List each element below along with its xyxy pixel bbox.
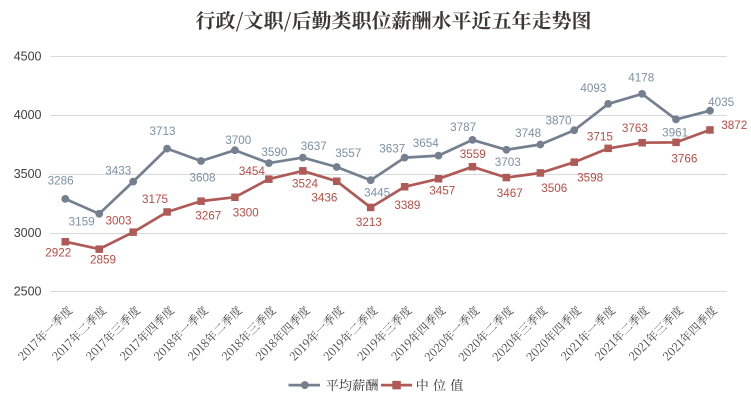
svg-text:3870: 3870: [545, 115, 572, 128]
svg-text:3713: 3713: [149, 125, 175, 138]
svg-text:3213: 3213: [356, 216, 382, 229]
svg-text:2922: 2922: [45, 247, 71, 260]
svg-text:3433: 3433: [105, 165, 131, 178]
svg-text:3766: 3766: [671, 152, 697, 165]
svg-text:3748: 3748: [515, 127, 541, 140]
svg-text:3300: 3300: [233, 206, 260, 219]
svg-text:4500: 4500: [14, 49, 42, 63]
svg-text:3637: 3637: [379, 142, 405, 155]
svg-text:3445: 3445: [364, 186, 391, 199]
svg-text:3175: 3175: [142, 193, 169, 206]
svg-text:3003: 3003: [105, 215, 131, 228]
svg-text:3500: 3500: [14, 167, 42, 181]
svg-text:3590: 3590: [261, 146, 288, 159]
svg-text:3159: 3159: [69, 215, 95, 228]
svg-text:3000: 3000: [14, 226, 42, 240]
svg-text:3389: 3389: [394, 199, 420, 212]
svg-text:3557: 3557: [335, 147, 361, 160]
svg-text:3559: 3559: [460, 148, 486, 161]
svg-text:3467: 3467: [497, 187, 523, 200]
svg-text:4093: 4093: [580, 82, 606, 95]
svg-text:2500: 2500: [14, 285, 42, 299]
svg-text:3654: 3654: [413, 137, 440, 150]
svg-text:3267: 3267: [195, 210, 221, 223]
svg-text:3700: 3700: [225, 134, 252, 147]
svg-text:3763: 3763: [622, 122, 648, 135]
svg-text:2859: 2859: [90, 254, 116, 267]
svg-text:3598: 3598: [577, 172, 603, 185]
svg-text:3872: 3872: [721, 119, 747, 132]
svg-text:3454: 3454: [239, 165, 266, 178]
svg-text:3457: 3457: [429, 184, 455, 197]
svg-text:3524: 3524: [292, 178, 319, 191]
svg-text:3715: 3715: [587, 130, 614, 143]
svg-text:3703: 3703: [495, 156, 521, 169]
svg-text:3506: 3506: [541, 182, 567, 195]
svg-text:3787: 3787: [450, 121, 476, 134]
svg-text:3286: 3286: [48, 174, 74, 187]
svg-text:3608: 3608: [189, 171, 215, 184]
svg-text:4000: 4000: [14, 108, 42, 122]
svg-text:3961: 3961: [662, 127, 688, 140]
svg-text:3637: 3637: [301, 140, 327, 153]
svg-text:3436: 3436: [311, 191, 337, 204]
svg-text:4035: 4035: [708, 96, 735, 109]
svg-text:4178: 4178: [628, 72, 654, 85]
